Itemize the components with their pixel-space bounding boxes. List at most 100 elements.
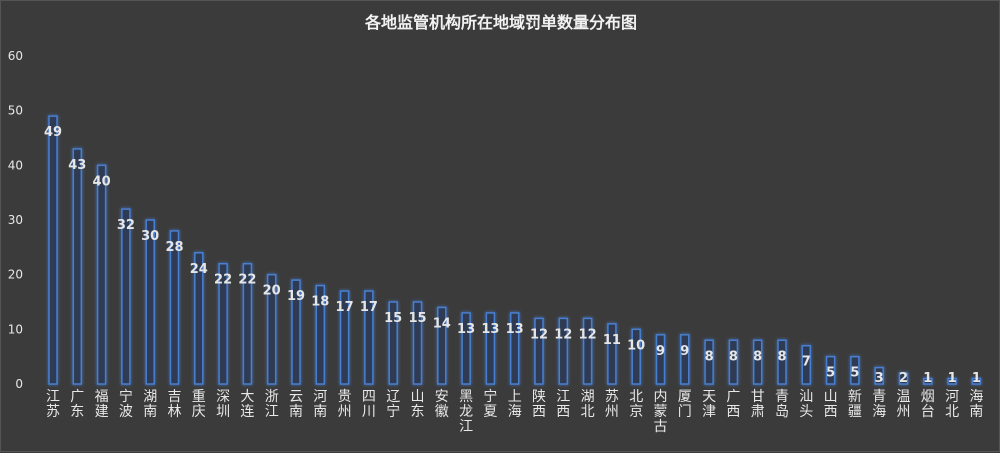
x-tick-label: 浙江 [265, 389, 279, 420]
data-label: 17 [360, 300, 378, 315]
x-tick-label: 山西 [824, 389, 838, 420]
x-tick-label: 江苏 [46, 389, 60, 420]
x-tick-label: 大连 [240, 389, 254, 420]
bar [874, 366, 884, 385]
y-tick-label: 50 [8, 104, 23, 118]
bar [728, 339, 739, 385]
bar [291, 279, 301, 385]
bar [607, 323, 617, 385]
bar [461, 312, 471, 385]
data-label: 30 [141, 229, 159, 244]
bar [266, 273, 277, 385]
data-label: 8 [753, 349, 762, 364]
x-tick-label: 苏州 [605, 389, 619, 420]
bar [72, 148, 83, 385]
bar [631, 328, 641, 385]
bar [777, 339, 787, 385]
x-tick-label: 深圳 [216, 389, 230, 420]
x-tick-label: 青岛 [775, 389, 789, 420]
bar [315, 284, 326, 385]
x-tick-label: 云南 [289, 389, 303, 420]
x-tick-label: 汕头 [799, 389, 813, 420]
bar [534, 317, 544, 385]
bar [437, 306, 447, 385]
data-label: 15 [408, 311, 426, 326]
data-label: 1 [923, 371, 932, 386]
bar [194, 252, 204, 385]
bar [242, 262, 253, 385]
bar [339, 290, 350, 385]
bar [752, 339, 763, 385]
bar [704, 339, 714, 385]
x-tick-label: 山东 [411, 389, 425, 420]
y-tick-label: 10 [8, 322, 23, 336]
x-tick-label: 厦门 [678, 389, 692, 420]
x-tick-label: 北京 [629, 389, 643, 420]
bar [218, 262, 228, 385]
data-label: 40 [93, 174, 111, 189]
data-label: 5 [826, 366, 835, 381]
x-tick-label: 宁波 [119, 388, 133, 420]
bar [485, 312, 496, 385]
bar [558, 317, 569, 385]
data-label: 3 [875, 371, 884, 386]
data-label: 13 [506, 322, 524, 337]
data-label: 1 [948, 371, 957, 386]
data-label: 12 [554, 327, 572, 342]
bar [971, 377, 982, 385]
x-tick-label: 广西 [726, 389, 740, 420]
y-tick-label: 60 [8, 49, 23, 63]
data-label: 9 [656, 344, 665, 359]
data-label: 22 [214, 273, 232, 288]
bar [923, 377, 933, 385]
data-label: 11 [603, 333, 621, 348]
x-tick-label: 新疆 [848, 389, 862, 420]
bar [388, 301, 398, 385]
x-tick-label: 河北 [945, 389, 959, 420]
y-tick-label: 30 [8, 213, 23, 227]
data-label: 14 [433, 316, 451, 331]
x-tick-label: 内蒙古 [654, 389, 668, 435]
x-tick-label: 辽宁 [386, 389, 400, 420]
x-tick-label: 河南 [313, 389, 327, 420]
data-label: 8 [777, 349, 786, 364]
bar [898, 372, 909, 385]
bar [96, 164, 107, 385]
x-tick-label: 安徽 [435, 389, 449, 420]
x-tick-label: 广东 [70, 389, 84, 420]
bar [509, 312, 520, 385]
data-label: 20 [263, 284, 281, 299]
y-tick-label: 20 [8, 268, 23, 282]
bar [825, 355, 836, 385]
data-label: 2 [899, 371, 908, 386]
x-tick-label: 上海 [508, 389, 522, 420]
bar [582, 317, 593, 385]
data-label: 1 [972, 371, 981, 386]
bar [145, 219, 155, 385]
x-tick-label: 陕西 [532, 389, 546, 420]
x-tick-label: 四川 [362, 389, 376, 420]
y-tick-label: 0 [15, 377, 23, 391]
y-tick-label: 40 [8, 158, 23, 172]
bar [48, 115, 58, 385]
bar [680, 334, 690, 385]
data-label: 43 [68, 158, 86, 173]
bar [121, 208, 131, 385]
x-tick-label: 重庆 [192, 389, 206, 420]
x-tick-label: 福建 [95, 389, 109, 420]
bar [169, 230, 180, 385]
data-label: 19 [287, 289, 305, 304]
bar [412, 301, 423, 385]
x-tick-label: 天津 [702, 389, 716, 420]
data-label: 8 [705, 349, 714, 364]
bar [947, 377, 957, 385]
x-tick-label: 吉林 [168, 389, 182, 420]
bar [364, 290, 374, 385]
data-label: 8 [729, 349, 738, 364]
data-label: 28 [165, 240, 183, 255]
data-label: 13 [457, 322, 475, 337]
data-label: 17 [336, 300, 354, 315]
x-tick-label: 黑龙江 [459, 389, 473, 435]
